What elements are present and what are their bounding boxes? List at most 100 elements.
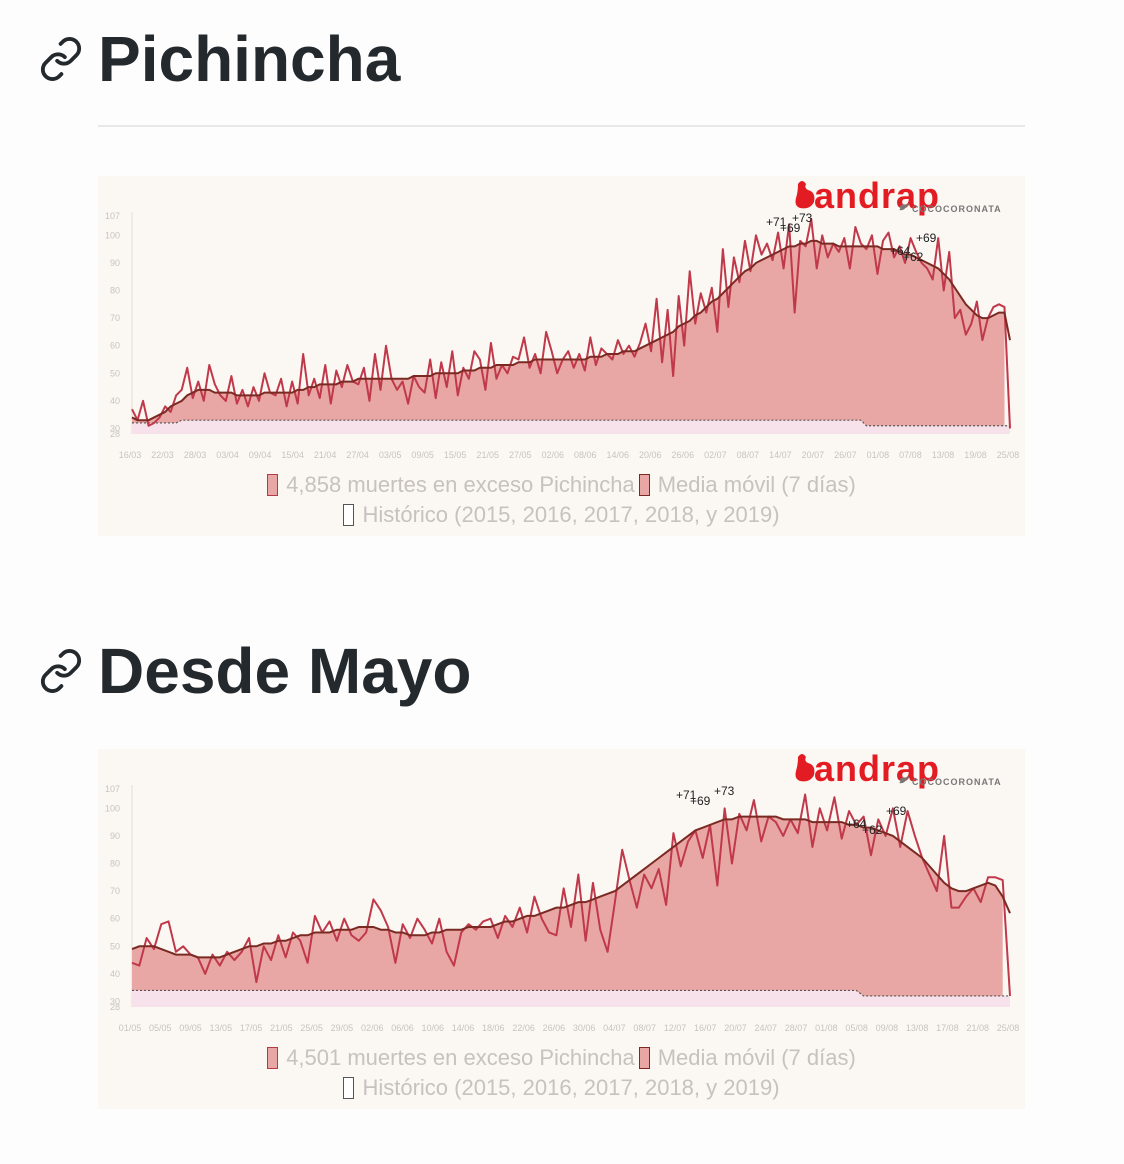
x-tick-label: 17/08 xyxy=(936,1023,959,1033)
section-header-pichincha: Pichincha xyxy=(38,24,400,94)
x-tick-label: 16/07 xyxy=(694,1023,717,1033)
x-tick-label: 08/06 xyxy=(574,450,597,460)
peak-annotation: +71 xyxy=(766,215,787,229)
section-title: Pichincha xyxy=(98,23,401,95)
y-tick-label: 60 xyxy=(110,341,120,351)
y-tick-label: 40 xyxy=(110,969,120,979)
peak-annotation: +73 xyxy=(714,784,735,798)
x-tick-label: 27/04 xyxy=(346,450,369,460)
y-tick-label: 100 xyxy=(105,803,120,813)
x-tick-label: 19/08 xyxy=(964,450,987,460)
legend-label-moving-avg: Media móvil (7 días) xyxy=(657,1045,856,1070)
x-tick-label: 01/08 xyxy=(815,1023,838,1033)
historic-band xyxy=(132,420,1010,434)
daily-excess-line xyxy=(131,793,1011,997)
logo-text: andrap xyxy=(814,176,940,216)
x-tick-label: 04/07 xyxy=(603,1023,626,1033)
x-tick-label: 02/07 xyxy=(704,450,727,460)
x-tick-label: 28/07 xyxy=(785,1023,808,1033)
x-tick-label: 13/08 xyxy=(906,1023,929,1033)
x-tick-label: 28/03 xyxy=(184,450,207,460)
x-tick-label: 21/08 xyxy=(966,1023,989,1033)
legend-swatch-historic xyxy=(343,504,355,526)
twitter-icon xyxy=(899,776,909,784)
legend-label-historic: Histórico (2015, 2016, 2017, 2018, y 201… xyxy=(362,502,780,527)
x-tick-label: 20/06 xyxy=(639,450,662,460)
x-tick-label: 26/07 xyxy=(834,450,857,460)
historic-band xyxy=(132,990,1010,1007)
peak-annotation: +73 xyxy=(792,211,813,225)
x-tick-label: 17/05 xyxy=(240,1023,263,1033)
x-tick-label: 16/03 xyxy=(119,450,142,460)
link-icon[interactable] xyxy=(38,648,84,694)
y-tick-label: 90 xyxy=(110,258,120,268)
twitter-handle: COCOCORONATA xyxy=(912,777,1002,787)
moving-average-line xyxy=(131,239,1011,422)
x-tick-label: 14/07 xyxy=(769,450,792,460)
x-tick-label: 06/06 xyxy=(391,1023,414,1033)
y-tick-label: 70 xyxy=(110,313,120,323)
x-tick-label: 22/03 xyxy=(151,450,174,460)
excess-area xyxy=(132,240,1005,426)
x-tick-label: 14/06 xyxy=(607,450,630,460)
x-tick-label: 03/04 xyxy=(216,450,239,460)
x-tick-label: 09/05 xyxy=(411,450,434,460)
section-title: Desde Mayo xyxy=(98,635,472,707)
y-tick-label: 40 xyxy=(110,396,120,406)
y-tick-label: 30 xyxy=(110,996,120,1006)
legend-label-historic: Histórico (2015, 2016, 2017, 2018, y 201… xyxy=(362,1075,780,1100)
x-tick-label: 25/08 xyxy=(997,1023,1020,1033)
y-tick-label: 107 xyxy=(105,211,120,221)
x-tick-label: 09/08 xyxy=(876,1023,899,1033)
x-tick-label: 05/05 xyxy=(149,1023,172,1033)
x-tick-label: 25/08 xyxy=(997,450,1020,460)
y-tick-label: 100 xyxy=(105,230,120,240)
x-tick-label: 27/05 xyxy=(509,450,532,460)
x-tick-label: 14/06 xyxy=(452,1023,475,1033)
x-tick-label: 26/06 xyxy=(543,1023,566,1033)
historic-line xyxy=(132,989,1010,997)
x-tick-label: 08/07 xyxy=(633,1023,656,1033)
peak-annotation: +64 xyxy=(846,817,867,831)
legend-row-2: Histórico (2015, 2016, 2017, 2018, y 201… xyxy=(98,1075,1025,1101)
peak-annotation: +64 xyxy=(890,244,911,258)
peak-annotation: +62 xyxy=(903,250,924,264)
x-tick-label: 09/05 xyxy=(179,1023,202,1033)
legend-row-2: Histórico (2015, 2016, 2017, 2018, y 201… xyxy=(98,502,1025,528)
y-tick-label: 30 xyxy=(110,423,120,433)
x-tick-label: 10/06 xyxy=(421,1023,444,1033)
link-icon[interactable] xyxy=(38,36,84,82)
x-tick-label: 22/06 xyxy=(512,1023,535,1033)
y-tick-label: 28 xyxy=(110,1002,120,1012)
x-tick-label: 12/07 xyxy=(664,1023,687,1033)
legend-label-excess: 4,858 muertes en exceso Pichincha xyxy=(286,472,635,497)
peak-annotation: +69 xyxy=(886,804,907,818)
moving-average-line xyxy=(131,815,1011,959)
legend-swatch-excess xyxy=(267,474,279,496)
legend-row-1: 4,858 muertes en exceso Pichincha Media … xyxy=(98,472,1025,498)
x-tick-label: 20/07 xyxy=(802,450,825,460)
legend-swatch-moving-avg xyxy=(638,1047,650,1069)
rooster-icon xyxy=(795,754,815,782)
twitter-icon xyxy=(899,203,909,211)
x-tick-label: 26/06 xyxy=(672,450,695,460)
x-tick-label: 29/05 xyxy=(331,1023,354,1033)
section-header-desde-mayo: Desde Mayo xyxy=(38,636,471,706)
y-tick-label: 70 xyxy=(110,886,120,896)
legend-swatch-excess xyxy=(267,1047,279,1069)
legend-label-moving-avg: Media móvil (7 días) xyxy=(657,472,856,497)
peak-annotation: +69 xyxy=(780,221,801,235)
rooster-icon xyxy=(795,181,815,209)
x-tick-label: 20/07 xyxy=(724,1023,747,1033)
x-tick-label: 13/08 xyxy=(932,450,955,460)
x-tick-label: 30/06 xyxy=(573,1023,596,1033)
legend-swatch-moving-avg xyxy=(638,474,650,496)
chart-desde-mayo: 107 100 90 80 70 60 50 40 30 28 01/05 05/05 09/05 13/… xyxy=(98,749,1025,1109)
chart-pichincha: 107 100 90 80 70 60 50 40 30 28 16/03 22/03 28/03 03/… xyxy=(98,176,1025,536)
peak-annotation: +69 xyxy=(916,231,937,245)
historic-line xyxy=(132,419,1010,427)
twitter-handle: COCOCORONATA xyxy=(912,204,1002,214)
x-tick-label: 09/04 xyxy=(249,450,272,460)
